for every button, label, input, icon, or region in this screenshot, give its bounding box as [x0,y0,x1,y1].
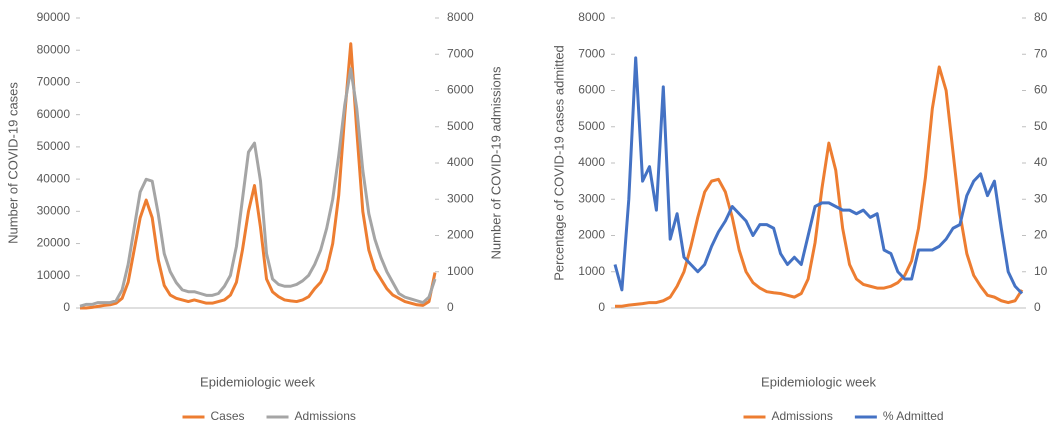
y-tick-label: 6000 [578,83,605,97]
y-tick-label: 80000 [37,42,71,56]
y-tick-label: 7000 [578,46,605,60]
legend-label: % Admitted [883,409,944,423]
y-tick-label: 3000 [578,191,605,205]
y2-tick-label: 80 [1034,10,1048,24]
y2-tick-label: 30 [1034,191,1048,205]
y-tick-label: 1000 [578,264,605,278]
series-line [613,56,1024,295]
y-tick-label: 30000 [37,204,71,218]
x-axis-title: Epidemiologic week [761,374,876,389]
y-tick-label: 60000 [37,107,71,121]
y2-tick-label: 6000 [447,83,474,97]
y2-tick-label: 40 [1034,155,1048,169]
y-tick-label: 5000 [578,119,605,133]
legend-label: Admissions [772,409,833,423]
y2-tick-label: 70 [1034,46,1048,60]
y-axis-title: Number of COVID-19 cases [5,82,20,244]
y-tick-label: 20000 [37,236,71,250]
y2-tick-label: 0 [447,300,454,314]
y2-tick-label: 3000 [447,191,474,205]
series-line [80,42,437,310]
y2-tick-label: 10 [1034,264,1048,278]
y-tick-label: 50000 [37,139,71,153]
y2-axis-title: Number of COVID-19 admissions [488,66,503,259]
y2-tick-label: 1000 [447,264,474,278]
y-tick-label: 0 [598,300,605,314]
y-tick-label: 4000 [578,155,605,169]
y2-tick-label: 60 [1034,83,1048,97]
series-line [79,67,437,308]
x-axis-title: Epidemiologic week [200,374,315,389]
y2-tick-label: 5000 [447,119,474,133]
y2-tick-label: 4000 [447,155,474,169]
y-tick-label: 40000 [37,171,71,185]
y-axis-title: Percentage of COVID-19 cases admitted [551,45,566,281]
y-tick-label: 70000 [37,75,71,89]
y2-tick-label: 50 [1034,119,1048,133]
y-tick-label: 0 [63,300,70,314]
series-line [615,65,1024,308]
y-tick-label: 2000 [578,228,605,242]
legend-label: Admissions [295,409,356,423]
y2-tick-label: 2000 [447,228,474,242]
y-tick-label: 8000 [578,10,605,24]
y2-tick-label: 7000 [447,46,474,60]
y2-tick-label: 20 [1034,228,1048,242]
y-tick-label: 10000 [37,268,71,282]
y-tick-label: 90000 [37,10,71,24]
y2-tick-label: 0 [1034,300,1041,314]
legend-label: Cases [211,409,245,423]
y2-tick-label: 8000 [447,10,474,24]
